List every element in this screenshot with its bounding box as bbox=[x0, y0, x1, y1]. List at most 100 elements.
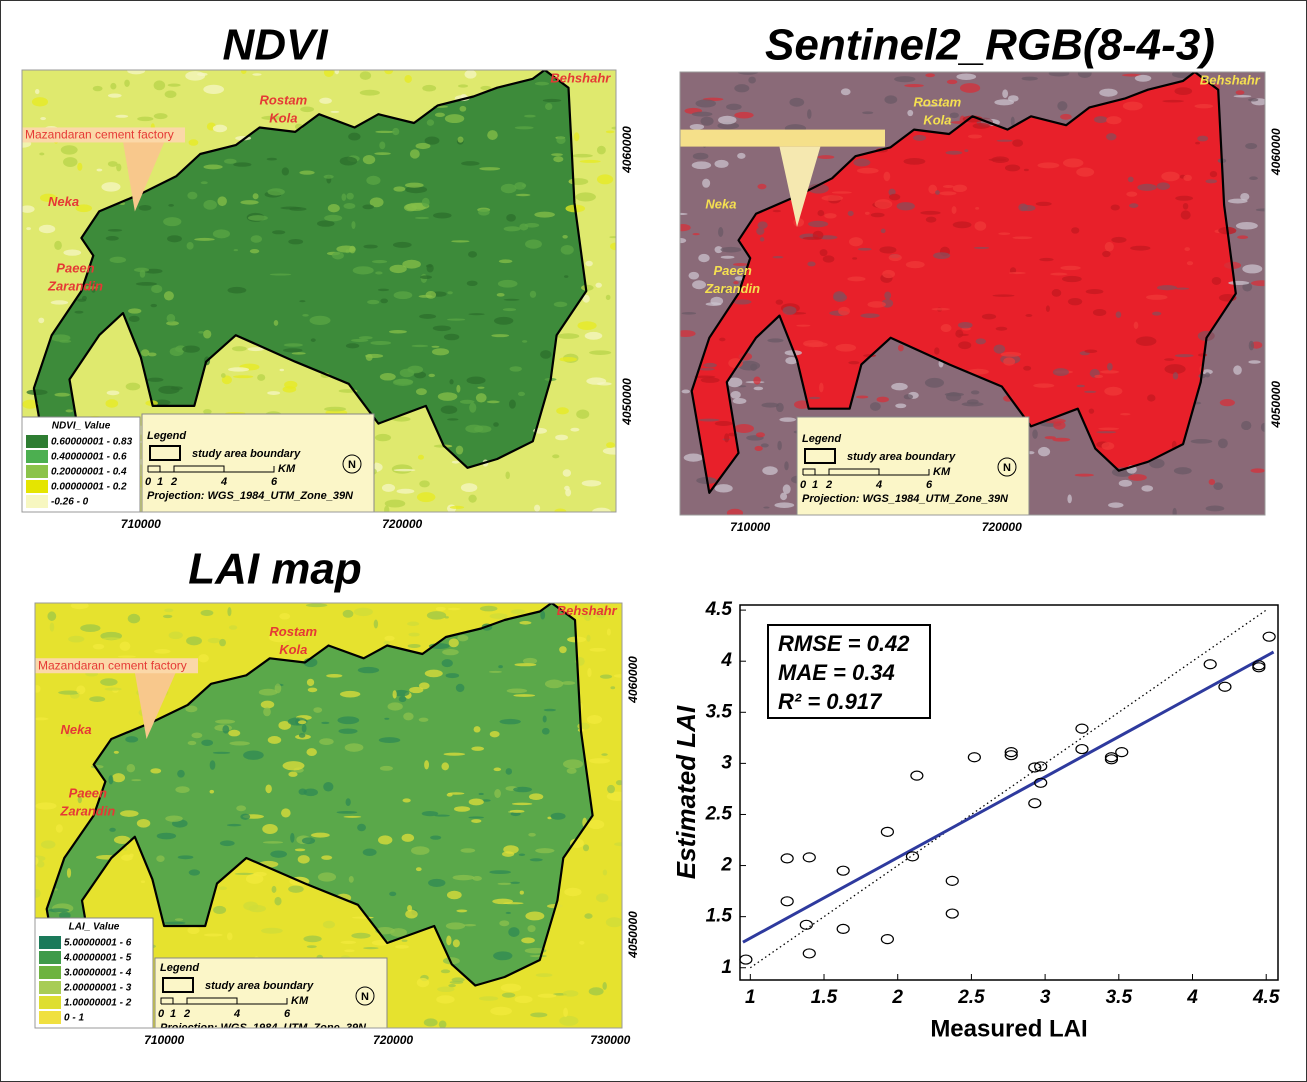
texture bbox=[701, 117, 714, 126]
texture bbox=[512, 803, 532, 805]
texture bbox=[323, 782, 333, 791]
texture bbox=[446, 673, 459, 678]
texture bbox=[503, 308, 516, 311]
texture bbox=[402, 834, 415, 842]
texture bbox=[352, 917, 374, 919]
texture bbox=[1024, 169, 1029, 171]
y-coordinate: 4050000 bbox=[620, 378, 634, 426]
texture bbox=[358, 667, 379, 673]
texture bbox=[424, 760, 429, 769]
texture bbox=[487, 401, 500, 404]
legend-swatch bbox=[39, 981, 61, 994]
texture bbox=[306, 748, 316, 756]
texture bbox=[519, 621, 531, 625]
texture bbox=[109, 828, 116, 832]
texture bbox=[253, 193, 259, 199]
texture bbox=[40, 117, 46, 120]
texture bbox=[263, 841, 283, 844]
texture bbox=[682, 312, 696, 315]
legend-item: 0.40000001 - 0.6 bbox=[51, 452, 127, 463]
texture bbox=[451, 240, 469, 242]
texture bbox=[151, 285, 162, 293]
texture bbox=[514, 663, 536, 666]
texture bbox=[186, 636, 202, 645]
texture bbox=[756, 227, 764, 235]
texture bbox=[607, 785, 615, 793]
texture bbox=[54, 393, 70, 397]
texture bbox=[551, 813, 566, 820]
texture bbox=[1242, 264, 1262, 273]
texture bbox=[243, 751, 264, 760]
texture bbox=[552, 454, 559, 458]
map: Sentinel2_RGB(8-4-3)BehshahrRostamKolaNe… bbox=[673, 21, 1283, 535]
texture bbox=[1191, 439, 1213, 444]
texture bbox=[720, 247, 741, 253]
texture bbox=[299, 171, 314, 175]
texture bbox=[346, 798, 351, 806]
texture bbox=[479, 996, 498, 1001]
x-tick-label: 3.5 bbox=[1106, 987, 1133, 1008]
texture bbox=[499, 719, 520, 724]
texture bbox=[185, 706, 197, 713]
texture bbox=[308, 688, 318, 693]
texture bbox=[1002, 89, 1008, 98]
texture bbox=[1234, 95, 1252, 97]
texture bbox=[425, 670, 443, 678]
texture bbox=[489, 671, 502, 673]
texture bbox=[968, 134, 982, 138]
texture bbox=[807, 109, 811, 119]
texture bbox=[1123, 102, 1143, 111]
texture bbox=[422, 198, 430, 207]
texture bbox=[1084, 391, 1096, 393]
texture bbox=[958, 322, 973, 328]
texture bbox=[577, 723, 589, 730]
texture bbox=[838, 307, 850, 316]
texture bbox=[175, 786, 189, 793]
texture bbox=[77, 299, 86, 302]
texture bbox=[383, 641, 390, 645]
texture bbox=[525, 912, 544, 921]
texture bbox=[465, 70, 477, 79]
texture bbox=[453, 875, 475, 880]
texture bbox=[283, 348, 302, 352]
texture bbox=[913, 135, 926, 141]
y-tick-label: 2.5 bbox=[705, 803, 733, 824]
texture bbox=[129, 854, 133, 858]
texture bbox=[1197, 136, 1208, 142]
texture bbox=[267, 391, 280, 395]
texture bbox=[925, 73, 935, 77]
texture bbox=[493, 951, 512, 960]
texture bbox=[589, 350, 611, 355]
texture bbox=[565, 489, 571, 497]
texture bbox=[474, 425, 491, 432]
place-label: Paeen bbox=[56, 260, 94, 275]
texture bbox=[402, 939, 408, 941]
texture bbox=[288, 239, 303, 244]
texture bbox=[156, 855, 164, 862]
texture bbox=[715, 421, 733, 426]
texture bbox=[384, 636, 394, 641]
texture bbox=[1062, 276, 1082, 282]
texture bbox=[1053, 368, 1069, 376]
texture bbox=[105, 399, 118, 407]
y-coordinate: 4050000 bbox=[626, 911, 640, 959]
texture bbox=[513, 694, 535, 697]
texture bbox=[112, 773, 125, 782]
x-coordinate: 710000 bbox=[121, 517, 161, 531]
texture bbox=[1147, 394, 1155, 401]
texture bbox=[1249, 176, 1258, 180]
scale-label: 4 bbox=[220, 476, 227, 488]
texture bbox=[444, 334, 459, 341]
texture bbox=[1039, 258, 1053, 261]
texture bbox=[904, 394, 913, 399]
texture bbox=[272, 886, 277, 893]
texture bbox=[411, 846, 430, 855]
texture bbox=[506, 912, 511, 914]
legend-swatch bbox=[39, 1011, 61, 1024]
texture bbox=[460, 400, 475, 404]
texture bbox=[458, 84, 468, 87]
texture bbox=[389, 892, 396, 897]
legend-item: 1.00000001 - 2 bbox=[64, 998, 132, 1009]
texture bbox=[891, 383, 908, 391]
callout-box bbox=[680, 130, 885, 147]
